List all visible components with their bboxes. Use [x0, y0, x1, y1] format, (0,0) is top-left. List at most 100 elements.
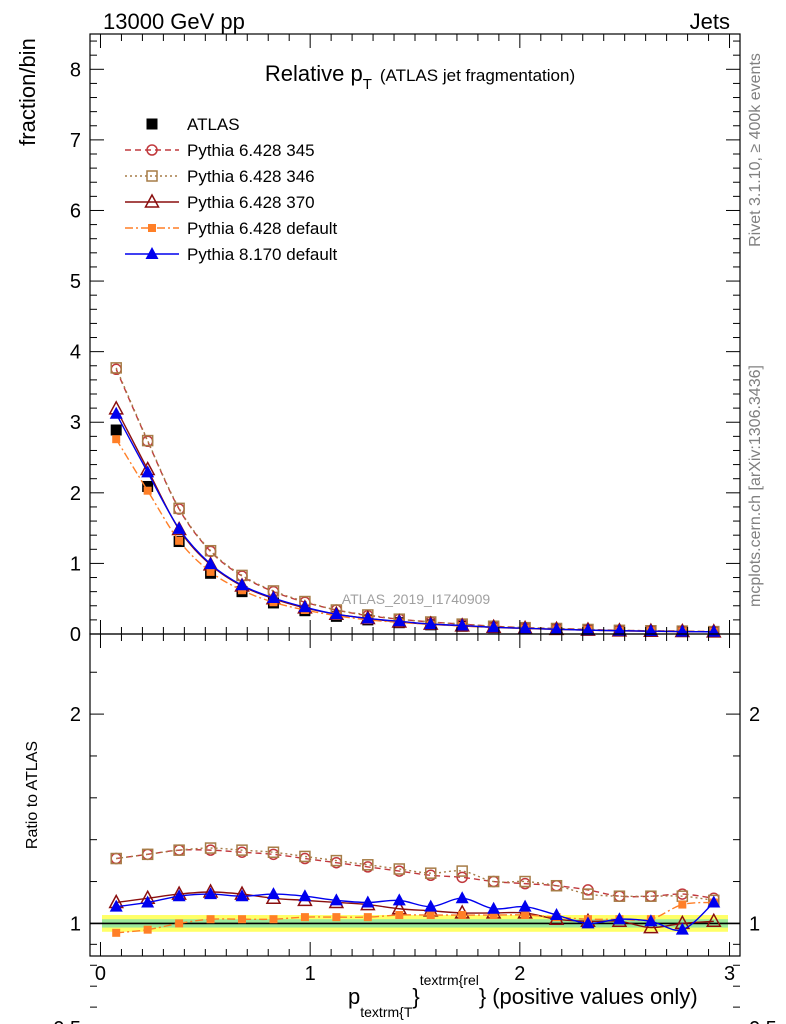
ratio-point-pythia-8-170-default-4 — [235, 889, 249, 902]
ratio-point-pythia-6-428-346-11 — [456, 865, 468, 877]
ratio-point-pythia-6-428-default-12 — [489, 911, 498, 920]
legend-label-pythia-6-428-345: Pythia 6.428 345 — [187, 141, 315, 160]
data-point-pythia-8-170-default-2 — [172, 521, 186, 534]
data-point-pythia-8-170-default-17 — [644, 624, 658, 637]
ratio-point-pythia-8-170-default-15 — [581, 916, 595, 929]
y-tick-label-3: 3 — [70, 412, 81, 434]
ratio-point-pythia-6-428-346-3 — [204, 842, 217, 854]
ratio-point-pythia-8-170-default-0 — [109, 899, 123, 912]
ratio-point-pythia-8-170-default-18 — [675, 922, 689, 935]
ratio-point-pythia-6-428-346-14 — [550, 879, 563, 892]
title-sub: T — [363, 76, 372, 93]
ratio-point-pythia-6-428-346-1 — [141, 848, 154, 861]
ratio-point-pythia-6-428-default-10 — [426, 911, 435, 920]
ratio-point-pythia-6-428-346-10 — [424, 867, 437, 879]
ratio-point-pythia-6-428-346-17 — [645, 890, 657, 902]
y-tick-label-2: 2 — [70, 483, 81, 505]
ratio-point-pythia-6-428-default-0 — [112, 928, 121, 937]
y-tick-label-4: 4 — [70, 342, 81, 364]
xlabel-brace1: } — [412, 984, 419, 1009]
legend-label-pythia-6-428-default: Pythia 6.428 default — [187, 219, 338, 238]
data-point-pythia-6-428-default-2 — [175, 536, 184, 545]
data-point-pythia-6-428-346-1 — [141, 434, 154, 447]
main-ylabel: fraction/bin — [15, 38, 40, 146]
xlabel-sub: textrm{T — [360, 1004, 413, 1020]
ratio-y-tick-label-left-1: 1 — [70, 913, 81, 935]
y-tick-label-7: 7 — [70, 130, 81, 152]
legend-label-atlas: ATLAS — [187, 115, 240, 134]
ratio-point-pythia-6-428-346-2 — [173, 844, 185, 856]
data-point-pythia-8-170-default-6 — [298, 600, 312, 613]
xlabel-p: p — [348, 984, 360, 1009]
data-point-pythia-6-428-346-2 — [173, 502, 185, 515]
x-tick-label-2: 2 — [514, 963, 525, 985]
title-rest: (ATLAS jet fragmentation) — [380, 66, 575, 85]
ratio-point-pythia-6-428-default-3 — [206, 915, 215, 924]
data-point-pythia-8-170-default-14 — [550, 622, 564, 635]
main-axes: 0 1 2 3 4 5 6 7 8 — [70, 34, 740, 646]
header-right: Jets — [690, 9, 730, 34]
data-point-pythia-6-428-default-0 — [112, 435, 121, 444]
data-point-atlas-1 — [142, 480, 154, 492]
ratio-point-pythia-6-428-345-11 — [456, 871, 468, 884]
series-line-pythia-6-428-345 — [115, 369, 714, 633]
ratio-point-pythia-6-428-346-4 — [236, 844, 248, 856]
ratio-point-pythia-8-170-default-10 — [424, 899, 438, 912]
legend-label-pythia-6-428-370: Pythia 6.428 370 — [187, 193, 315, 212]
y-tick-label-1: 1 — [70, 553, 81, 575]
data-point-pythia-8-170-default-9 — [392, 614, 406, 627]
data-point-pythia-8-170-default-16 — [612, 623, 626, 636]
data-point-pythia-8-170-default-7 — [329, 607, 343, 620]
ratio-y-tick-label-right-1: 1 — [749, 913, 760, 935]
ratio-data-layer — [90, 842, 740, 937]
x-axis-label: ptextrm{T}textrm{rel} (positive values on… — [348, 972, 698, 1020]
ratio-point-pythia-6-428-default-1 — [143, 925, 152, 934]
data-point-pythia-6-428-default-1 — [143, 486, 152, 495]
ratio-point-pythia-6-428-346-12 — [487, 875, 500, 888]
data-point-pythia-8-170-default-13 — [518, 621, 532, 634]
ratio-point-pythia-6-428-346-15 — [582, 888, 594, 900]
ratio-y-tick-label-right-0.5: 0.5 — [749, 1018, 777, 1024]
ratio-axes: 0 1 2 3 0.5 0.5 1 1 2 2 — [53, 634, 777, 1024]
ratio-point-pythia-6-428-default-9 — [395, 911, 404, 920]
ratio-point-pythia-6-428-default-7 — [332, 913, 341, 922]
ratio-point-pythia-6-428-default-11 — [458, 911, 467, 920]
data-point-pythia-8-170-default-15 — [581, 623, 595, 636]
ratio-y-tick-label-left-0.5: 0.5 — [53, 1018, 81, 1024]
data-point-pythia-8-170-default-1 — [141, 465, 155, 478]
ratio-point-pythia-8-170-default-9 — [392, 893, 406, 906]
ratio-point-pythia-6-428-default-6 — [300, 913, 309, 922]
legend-label-pythia-6-428-346: Pythia 6.428 346 — [187, 167, 315, 186]
ratio-point-pythia-6-428-default-18 — [678, 900, 687, 909]
x-tick-label-0: 0 — [95, 963, 106, 985]
ratio-point-pythia-6-428-346-7 — [330, 854, 343, 867]
ratio-point-pythia-8-170-default-16 — [612, 912, 626, 925]
ratio-point-pythia-6-428-370-19 — [706, 912, 722, 928]
data-point-pythia-8-170-default-12 — [487, 620, 501, 633]
ratio-point-pythia-6-428-346-6 — [299, 850, 311, 863]
x-tick-label-1: 1 — [305, 963, 316, 985]
data-point-pythia-8-170-default-5 — [266, 591, 280, 603]
y-tick-label-6: 6 — [70, 200, 81, 222]
ratio-y-tick-label-right-2: 2 — [749, 704, 760, 726]
ratio-point-pythia-8-170-default-13 — [518, 899, 532, 912]
ratio-panel: 0 1 2 3 0.5 0.5 1 1 2 2 — [53, 633, 777, 1024]
mcplots-text: mcplots.cern.ch [arXiv:1306.3436] — [747, 365, 764, 607]
series-line-pythia-6-428-346 — [115, 367, 714, 633]
analysis-watermark: ATLAS_2019_I1740909 — [342, 591, 491, 607]
ratio-point-pythia-8-170-default-6 — [298, 889, 312, 902]
legend-marker-pythia-6-428-345 — [146, 144, 158, 156]
x-tick-label-3: 3 — [724, 963, 735, 985]
ratio-point-pythia-6-428-346-9 — [393, 863, 406, 875]
ratio-point-pythia-6-428-default-2 — [175, 919, 184, 928]
data-point-pythia-6-428-default-3 — [206, 567, 215, 576]
legend-label-pythia-8-170-default: Pythia 8.170 default — [187, 245, 338, 264]
ratio-point-pythia-8-170-default-2 — [172, 889, 186, 902]
y-tick-label-8: 8 — [70, 59, 81, 81]
ratio-point-pythia-8-170-default-7 — [329, 893, 343, 906]
legend: ATLAS Pythia 6.428 345 Pythia 6.428 346 Pyt… — [125, 115, 338, 264]
legend-marker-pythia-6-428-346 — [146, 170, 158, 182]
legend-marker-pythia-6-428-default — [148, 224, 156, 232]
y-tick-label-0: 0 — [70, 624, 81, 646]
